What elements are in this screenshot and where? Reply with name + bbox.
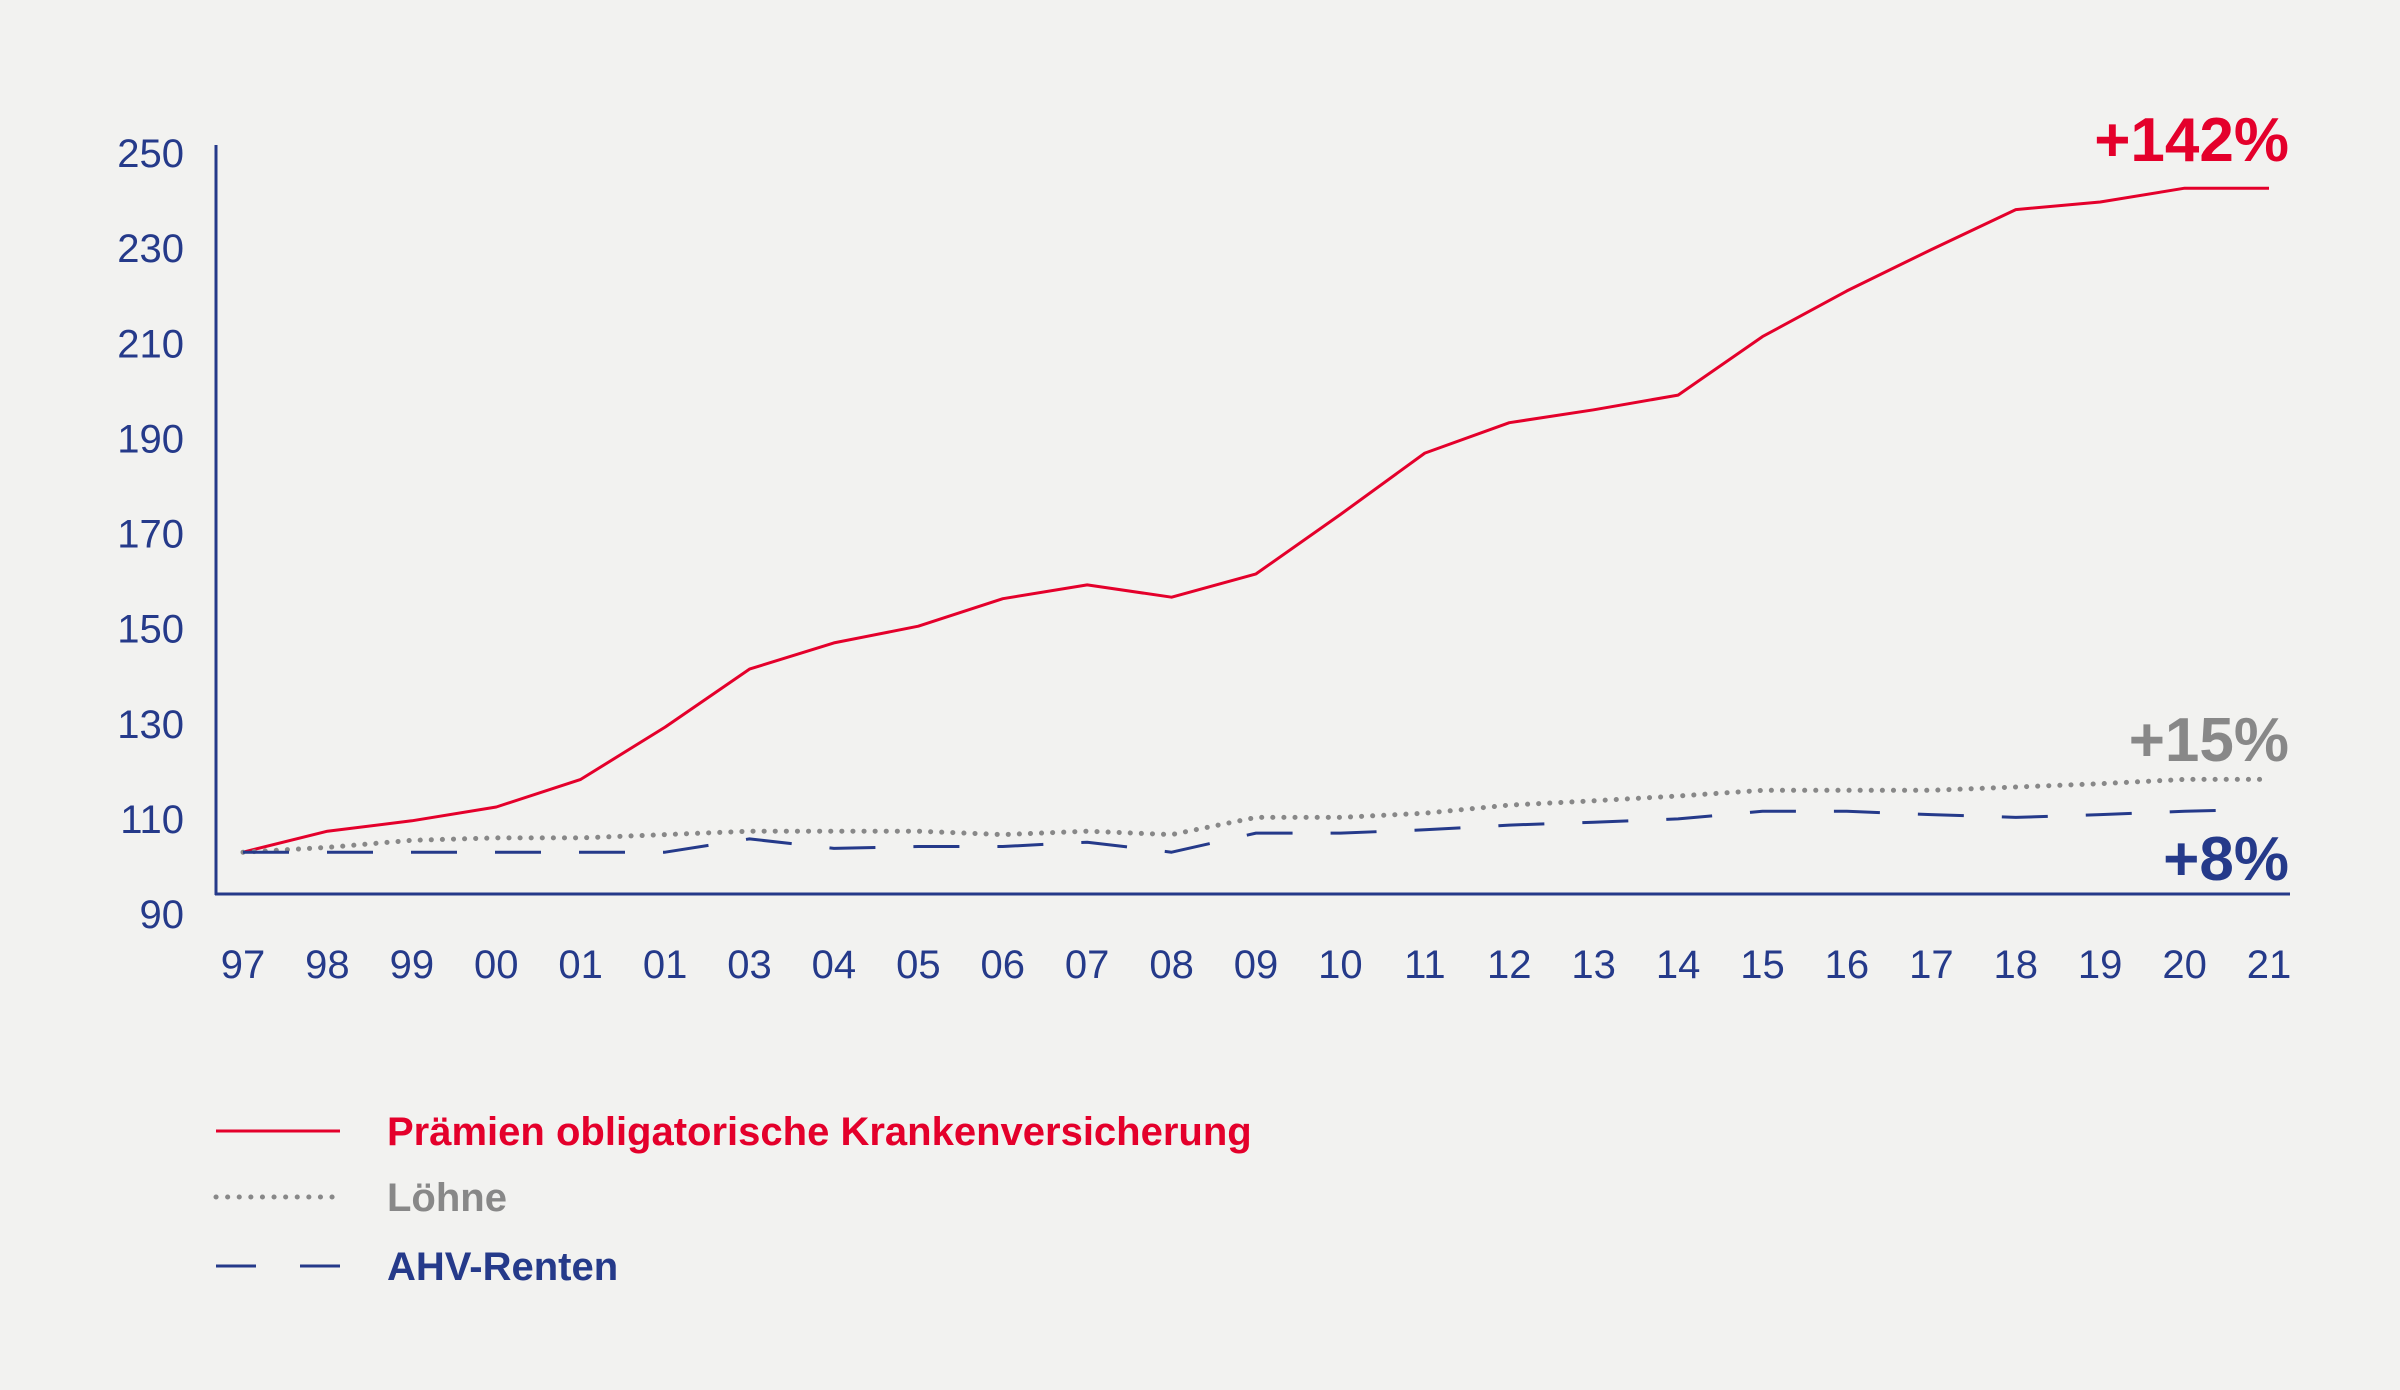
x-tick-label: 05 (896, 943, 941, 987)
y-tick-label: 150 (117, 608, 184, 652)
x-tick-label: 13 (1571, 943, 1616, 987)
x-tick-label: 19 (2078, 943, 2123, 987)
y-tick-label: 90 (140, 893, 185, 937)
x-tick-label: 11 (1404, 943, 1446, 987)
y-tick-label: 190 (117, 417, 184, 461)
x-tick-label: 03 (727, 943, 772, 987)
legend-label: Löhne (387, 1176, 507, 1220)
series-annotation: +8% (2163, 825, 2289, 894)
x-tick-label: 06 (981, 943, 1026, 987)
x-tick-label: 15 (1740, 943, 1785, 987)
y-tick-label: 230 (117, 227, 184, 271)
x-tick-label: 99 (390, 943, 435, 987)
x-tick-label: 98 (305, 943, 350, 987)
x-tick-label: 07 (1065, 943, 1110, 987)
x-tick-label: 97 (221, 943, 266, 987)
x-tick-label: 20 (2162, 943, 2207, 987)
y-tick-label: 250 (117, 132, 184, 176)
series-line-2 (243, 808, 2223, 854)
x-tick-label: 14 (1656, 943, 1701, 987)
legend-label: AHV-Renten (387, 1245, 618, 1289)
x-tick-label: 12 (1487, 943, 1532, 987)
x-tick-label: 09 (1234, 943, 1279, 987)
series-annotation: +15% (2129, 706, 2289, 775)
y-tick-label: 110 (120, 798, 184, 842)
x-tick-label: 08 (1149, 943, 1194, 987)
x-tick-label: 18 (1994, 943, 2039, 987)
x-tick-label: 17 (1909, 943, 1954, 987)
x-tick-label: 04 (812, 943, 857, 987)
x-tick-label: 21 (2247, 943, 2292, 987)
x-tick-label: 10 (1318, 943, 1363, 987)
series-line-0 (242, 186, 2269, 854)
legend-label: Prämien obligatorische Krankenversicheru… (387, 1110, 1252, 1154)
y-tick-label: 210 (117, 322, 184, 366)
series-annotation: +142% (2094, 106, 2289, 175)
y-tick-label: 130 (117, 703, 184, 747)
y-tick-label: 170 (117, 513, 184, 557)
x-tick-label: 00 (474, 943, 519, 987)
x-tick-label: 01 (558, 943, 603, 987)
x-tick-label: 16 (1825, 943, 1870, 987)
x-tick-label: 01 (643, 943, 688, 987)
